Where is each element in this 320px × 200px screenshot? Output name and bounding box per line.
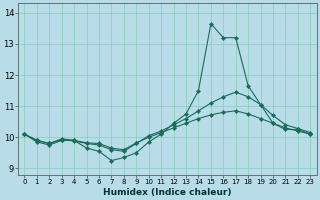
X-axis label: Humidex (Indice chaleur): Humidex (Indice chaleur) (103, 188, 232, 197)
